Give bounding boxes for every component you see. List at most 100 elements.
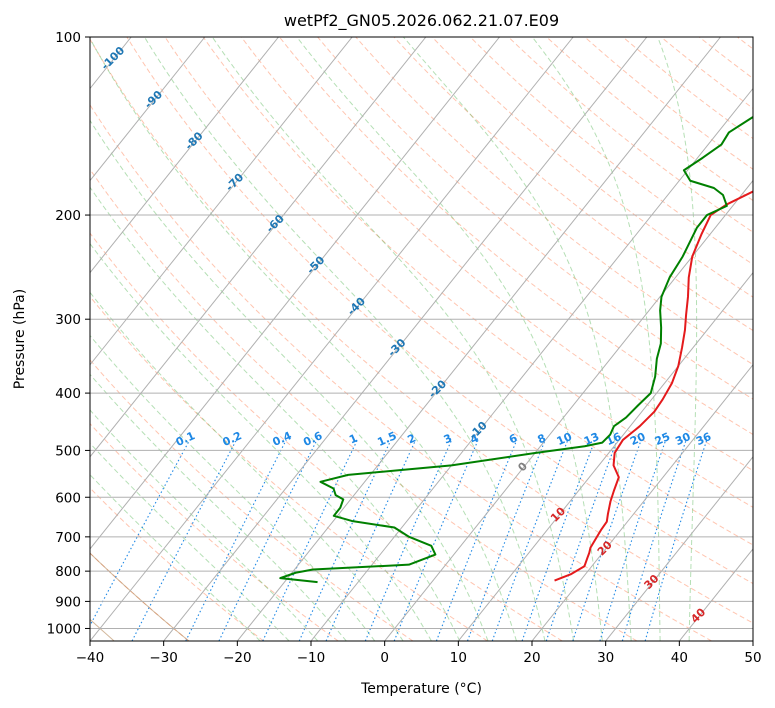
dry-adiabat-line <box>469 37 753 265</box>
temperature-profile-line <box>554 190 753 582</box>
x-axis: −40 −30 −20 −10 0 10 20 30 40 50 <box>76 641 762 666</box>
mixing-ratio-label: 0.4 <box>271 429 294 449</box>
isotherm-line <box>90 37 574 641</box>
x-tick-label: 40 <box>671 650 688 666</box>
moist-adiabats <box>90 37 698 641</box>
x-tick-label: 20 <box>523 650 540 666</box>
moist-adiabat-line <box>90 409 319 641</box>
x-tick-label: −30 <box>149 650 178 666</box>
mixing-ratio-label: 3 <box>442 432 454 447</box>
isotherm-line <box>752 640 753 641</box>
y-tick-label: 100 <box>55 30 81 46</box>
dry-adiabat-line <box>202 37 753 508</box>
y-tick-label: 400 <box>55 386 81 402</box>
moist-adiabat-line <box>90 373 347 641</box>
mixing-ratio-line <box>131 439 237 641</box>
dry-adiabat-line <box>90 38 753 624</box>
moist-adiabat-line <box>211 37 575 641</box>
x-tick-label: −40 <box>76 650 105 666</box>
cold-dry-adiabat-line <box>90 552 190 641</box>
moist-adiabat-line <box>296 37 603 641</box>
mixing-ratio-line <box>364 439 453 641</box>
dry-adiabat-line <box>90 168 638 641</box>
moist-adiabat-line <box>90 242 432 641</box>
pressure-gridlines <box>90 37 753 629</box>
mixing-ratio-line <box>325 439 417 641</box>
x-tick-label: 0 <box>380 650 389 666</box>
isotherm-line <box>90 37 206 182</box>
y-axis: 100 200 300 400 500 600 700 800 900 1000 <box>47 30 90 637</box>
mixing-ratio-label: 1.5 <box>375 429 398 449</box>
mixing-ratio-lines <box>90 439 708 641</box>
mixing-ratio-line <box>218 439 318 641</box>
dry-adiabat-line <box>90 487 264 641</box>
moist-adiabat-line <box>403 37 632 641</box>
chart-title: wetPf2_GN05.2026.062.21.07.E09 <box>284 11 559 31</box>
moist-adiabat-line <box>90 291 404 641</box>
mixing-ratio-line <box>491 439 569 641</box>
dry-adiabat-line <box>90 422 339 641</box>
mixing-ratio-line <box>644 439 708 641</box>
dry-adiabat-line <box>355 37 753 366</box>
moist-adiabat-line <box>144 37 546 641</box>
dry-adiabat-line <box>90 295 488 641</box>
plot-area: 0.1 0.2 0.4 0.6 1 1.5 2 3 4 6 8 10 13 16 20 25 30 36-100-… <box>0 37 753 641</box>
mixing-ratio-label: 30 <box>673 430 693 448</box>
mixing-ratio-line <box>521 439 596 641</box>
moist-adiabat-line <box>90 119 489 641</box>
dewpoint-profile-line <box>279 115 753 584</box>
y-axis-label: Pressure (hPa) <box>12 289 28 389</box>
isotherm-line <box>236 37 721 641</box>
dry-adiabat-line <box>279 37 753 436</box>
sounding-profiles <box>279 115 753 584</box>
y-tick-label: 1000 <box>47 621 81 637</box>
y-tick-label: 500 <box>55 443 81 459</box>
moist-adiabat-line <box>531 37 661 641</box>
isotherm-line <box>457 271 753 641</box>
dry-adiabat-line <box>240 37 753 472</box>
mixing-ratio-line <box>185 439 287 641</box>
mixing-ratio-label: 16 <box>604 430 624 448</box>
mixing-ratio-label: 20 <box>628 430 648 448</box>
mixing-ratio-label: 36 <box>694 430 714 448</box>
isotherm-line <box>384 179 753 641</box>
moist-adiabat-line <box>90 37 517 641</box>
dry-adiabat-line <box>584 37 753 170</box>
x-tick-label: 50 <box>744 650 761 666</box>
dry-adiabat-line <box>431 37 753 298</box>
isotherm-line <box>531 363 753 641</box>
x-axis-label: Temperature (°C) <box>360 681 482 697</box>
mixing-ratio-line <box>466 439 546 641</box>
mixing-ratio-label: 0.6 <box>301 429 324 449</box>
isotherms <box>0 37 753 641</box>
isotherm-line <box>678 548 753 641</box>
dry-adiabat-line <box>737 37 753 50</box>
moist-adiabat-line <box>657 37 698 641</box>
y-tick-label: 300 <box>55 312 81 328</box>
moist-adiabat-line <box>90 334 376 641</box>
isotherm-line <box>90 37 279 274</box>
line-labels: 0.1 0.2 0.4 0.6 1 1.5 2 3 4 6 8 10 13 16 20 25 30 36-100-… <box>99 44 714 626</box>
mixing-ratio-line <box>90 439 191 627</box>
y-tick-label: 600 <box>55 490 81 506</box>
dry-adiabats <box>90 37 753 641</box>
isotherm-line <box>163 37 648 641</box>
moist-adiabat-line <box>90 473 261 641</box>
x-tick-label: −20 <box>223 650 252 666</box>
mixing-ratio-line <box>435 439 518 641</box>
moist-adiabat-line <box>90 186 461 641</box>
moist-adiabat-line <box>90 442 290 641</box>
mixing-ratio-label: 6 <box>507 431 520 446</box>
isotherm-line <box>0 37 58 641</box>
mixing-ratio-label: 10 <box>555 430 575 448</box>
x-tick-label: 30 <box>597 650 614 666</box>
dry-adiabat-line <box>317 37 753 400</box>
dry-adiabat-line <box>393 37 753 332</box>
y-tick-label: 200 <box>55 208 81 224</box>
isotherm-line <box>90 37 500 550</box>
mixing-ratio-line <box>298 439 392 641</box>
isotherm-line <box>90 37 427 458</box>
isotherm-line <box>310 87 753 641</box>
isotherm-line <box>90 37 353 366</box>
y-tick-label: 900 <box>55 594 81 610</box>
